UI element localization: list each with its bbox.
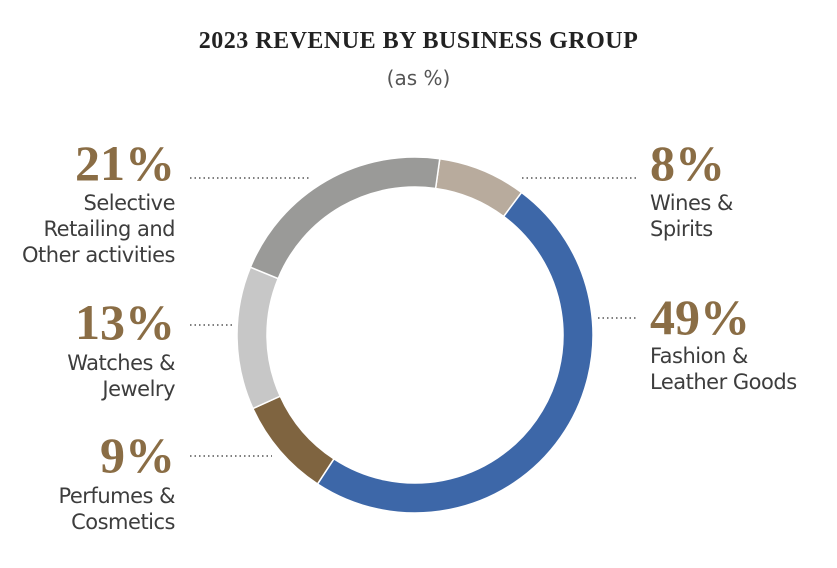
chart-subtitle: (as %) — [386, 66, 451, 90]
value-label-selective-retailing: 21% — [75, 135, 175, 191]
chart-title: 2023 REVENUE BY BUSINESS GROUP — [198, 28, 639, 54]
category-label-wines-spirits: Wines & Spirits — [650, 191, 733, 241]
donut-slice-fashion-leather — [316, 191, 594, 514]
value-label-fashion-leather: 49% — [650, 289, 750, 345]
category-label-watches-jewelry: Watches & Jewelry — [67, 351, 175, 401]
value-label-perfumes-cosmetics: 9% — [100, 427, 175, 483]
donut-slice-wines-spirits — [434, 157, 523, 218]
category-label-fashion-leather: Fashion & Leather Goods — [650, 344, 797, 394]
category-label-perfumes-cosmetics: Perfumes & Cosmetics — [58, 484, 175, 534]
donut-slice-watches-jewelry — [236, 266, 282, 410]
donut-slice-perfumes-cosmetics — [251, 395, 335, 485]
value-label-wines-spirits: 8% — [650, 135, 725, 191]
donut-slice-selective-retailing — [249, 156, 441, 280]
value-label-watches-jewelry: 13% — [75, 294, 175, 350]
category-label-selective-retailing: Selective Retailing and Other activities — [22, 191, 175, 267]
